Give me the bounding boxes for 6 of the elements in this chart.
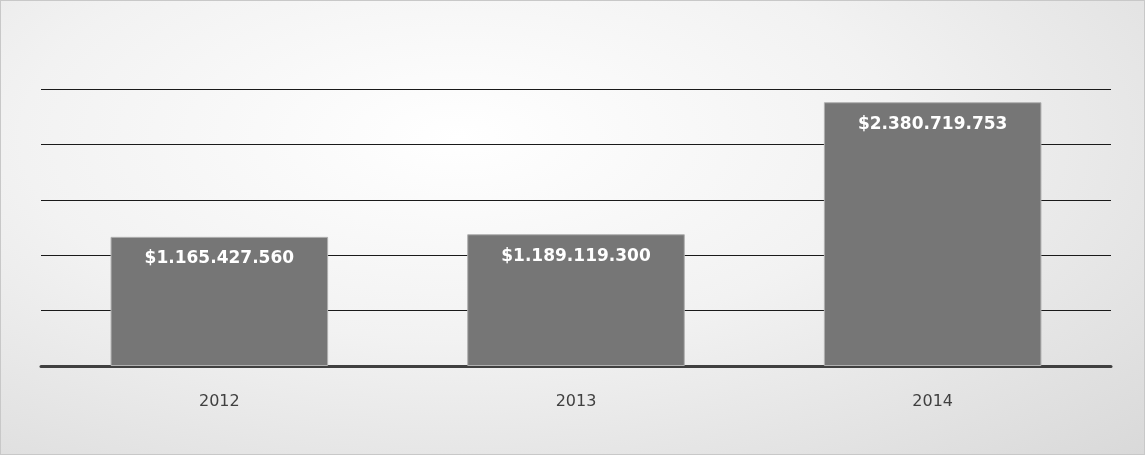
data-label: $2.380.719.753 [857,112,1008,133]
x-tick-label: 2014 [912,390,954,410]
data-label: $1.189.119.300 [501,244,651,265]
x-tick-label: 2013 [555,390,597,410]
x-tick-label: 2012 [198,390,240,410]
data-label: $1.165.427.560 [144,247,295,268]
